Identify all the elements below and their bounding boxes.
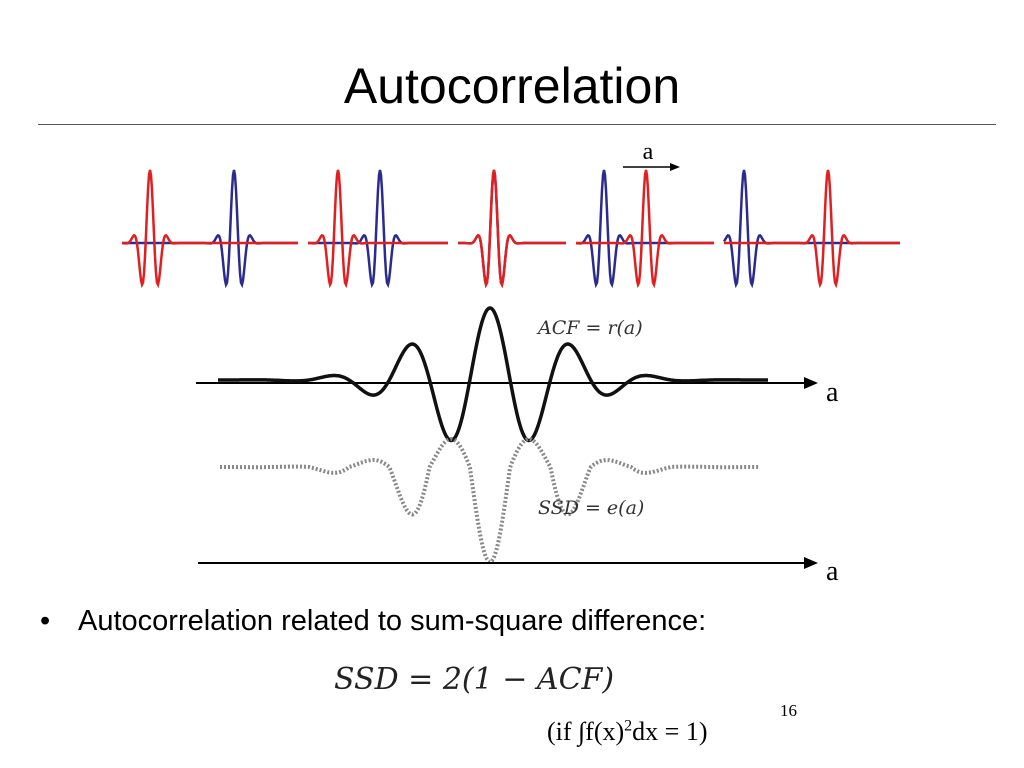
acf-label: ACF = r(a) [536, 317, 643, 339]
blue-signal [722, 169, 900, 289]
autocorrelation-figure: a ACF = r(a) a SSD = e(a) a [121, 139, 900, 587]
panel-4 [575, 169, 714, 289]
shift-arrow [623, 163, 680, 171]
ssd-axis [198, 557, 818, 569]
acf-axis [196, 377, 818, 389]
red-signal [576, 169, 714, 289]
red-signal [308, 169, 448, 289]
note-suffix: dx = 1) [632, 717, 708, 746]
shift-label: a [643, 139, 654, 165]
integral-sign: ∫ [578, 717, 586, 746]
ssd-label: SSD = e(a) [538, 497, 644, 519]
panel-5 [722, 169, 900, 289]
ssd-formula: SSD = 2(1 − ACF) [334, 662, 615, 697]
note-exponent: 2 [624, 717, 633, 735]
ssd-axis-label: a [826, 556, 839, 587]
panel-1 [121, 169, 298, 289]
title-divider [38, 124, 996, 125]
acf-axis-label: a [826, 377, 839, 408]
ssd-curve [220, 436, 760, 565]
panel-2 [308, 169, 448, 289]
bullet-item: • Autocorrelation related to sum-square d… [40, 603, 706, 639]
panel-3 [458, 169, 566, 289]
bullet-dot: • [40, 605, 51, 637]
page-number: 16 [780, 701, 797, 720]
note-prefix: (if [547, 717, 579, 746]
slide-title: Autocorrelation [343, 58, 681, 114]
red-signal [724, 169, 900, 289]
red-signal [121, 169, 298, 289]
signal-panels [121, 169, 900, 289]
blue-signal [458, 169, 566, 289]
note-body: f(x) [585, 717, 625, 746]
normalization-note: (if ∫f(x)2dx = 1) [547, 717, 707, 747]
blue-signal [308, 169, 448, 289]
acf-curve [217, 306, 769, 443]
bullet-text: Autocorrelation related to sum-square di… [78, 605, 707, 637]
red-signal [458, 169, 566, 289]
